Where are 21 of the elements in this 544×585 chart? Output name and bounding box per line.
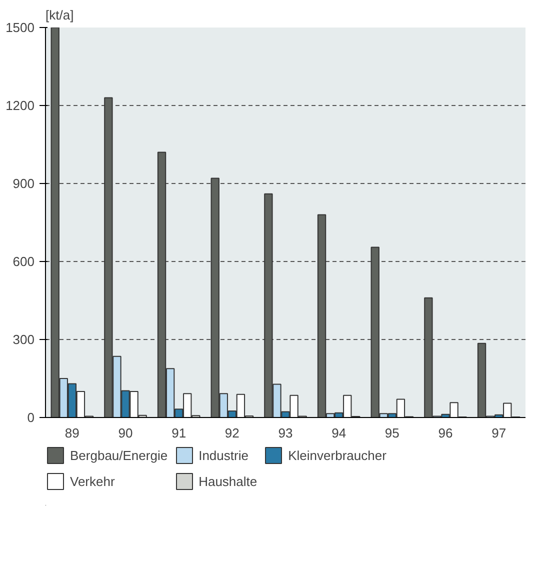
y-tick-label: 0 bbox=[27, 410, 35, 425]
x-tick-label: 94 bbox=[332, 426, 346, 440]
y-tick-label: 900 bbox=[12, 176, 35, 191]
x-tick-label: 92 bbox=[224, 426, 240, 440]
x-tick-label: 93 bbox=[278, 426, 293, 440]
x-tick-label: 97 bbox=[492, 426, 506, 440]
x-tick-label: 89 bbox=[64, 426, 80, 440]
legend-label: Industrie bbox=[198, 448, 248, 462]
x-tick-label: 90 bbox=[118, 426, 133, 440]
x-tick-label: 95 bbox=[384, 426, 400, 440]
y-tick-label: 1200 bbox=[6, 98, 34, 113]
legend-label: Haushalte bbox=[198, 474, 258, 488]
y-tick-label: 600 bbox=[12, 254, 35, 269]
y-tick-label: 1500 bbox=[6, 20, 34, 35]
y-axis-title: [kt/a] bbox=[46, 8, 74, 22]
legend-label: Bergbau/Energie bbox=[70, 448, 168, 462]
x-tick-label: 96 bbox=[438, 426, 453, 440]
x-tick-label: 91 bbox=[172, 426, 186, 440]
legend-label: Kleinverbraucher bbox=[288, 448, 386, 462]
legend-label: Verkehr bbox=[70, 474, 115, 488]
y-tick-label: 300 bbox=[12, 332, 35, 347]
